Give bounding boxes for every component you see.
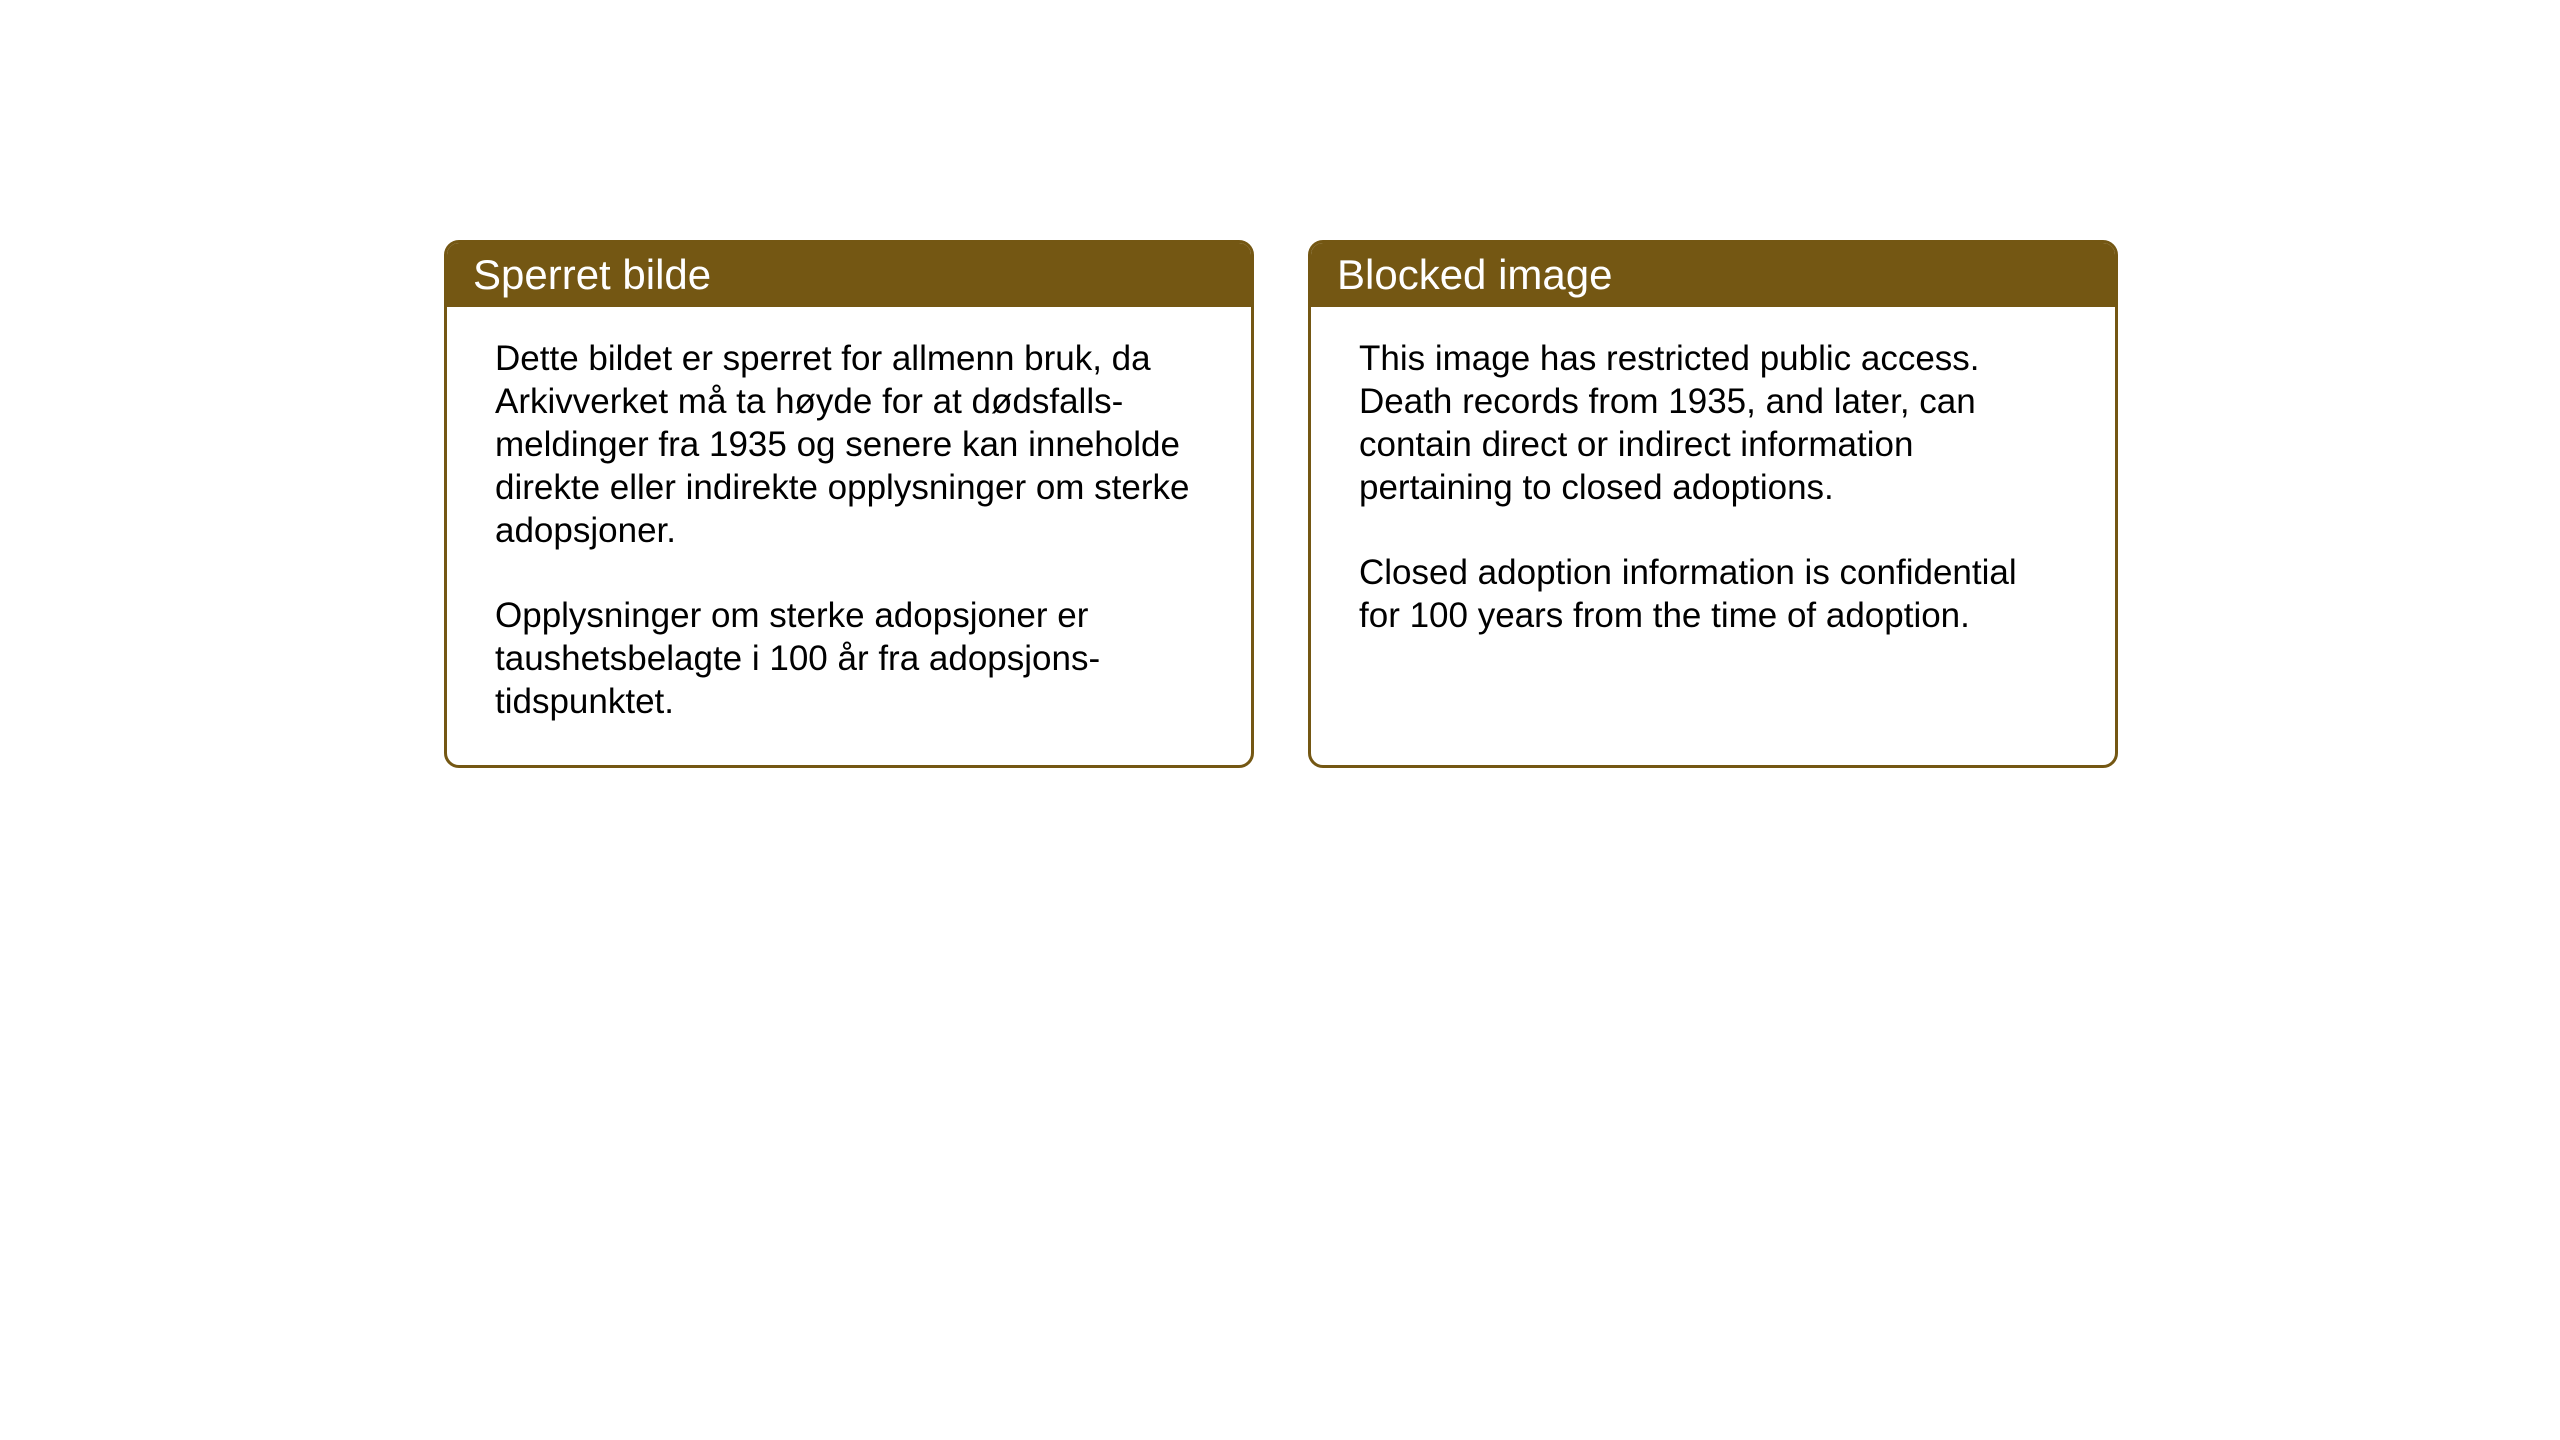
card-title-norwegian: Sperret bilde (473, 251, 711, 298)
card-body-norwegian: Dette bildet er sperret for allmenn bruk… (447, 307, 1251, 765)
card-paragraph-1-english: This image has restricted public access.… (1359, 337, 2067, 509)
notice-card-english: Blocked image This image has restricted … (1308, 240, 2118, 768)
card-paragraph-2-english: Closed adoption information is confident… (1359, 551, 2067, 637)
card-body-english: This image has restricted public access.… (1311, 307, 2115, 707)
notice-container: Sperret bilde Dette bildet er sperret fo… (444, 240, 2118, 768)
card-paragraph-1-norwegian: Dette bildet er sperret for allmenn bruk… (495, 337, 1203, 552)
card-title-english: Blocked image (1337, 251, 1612, 298)
card-paragraph-2-norwegian: Opplysninger om sterke adopsjoner er tau… (495, 594, 1203, 723)
card-header-english: Blocked image (1311, 243, 2115, 307)
card-header-norwegian: Sperret bilde (447, 243, 1251, 307)
notice-card-norwegian: Sperret bilde Dette bildet er sperret fo… (444, 240, 1254, 768)
